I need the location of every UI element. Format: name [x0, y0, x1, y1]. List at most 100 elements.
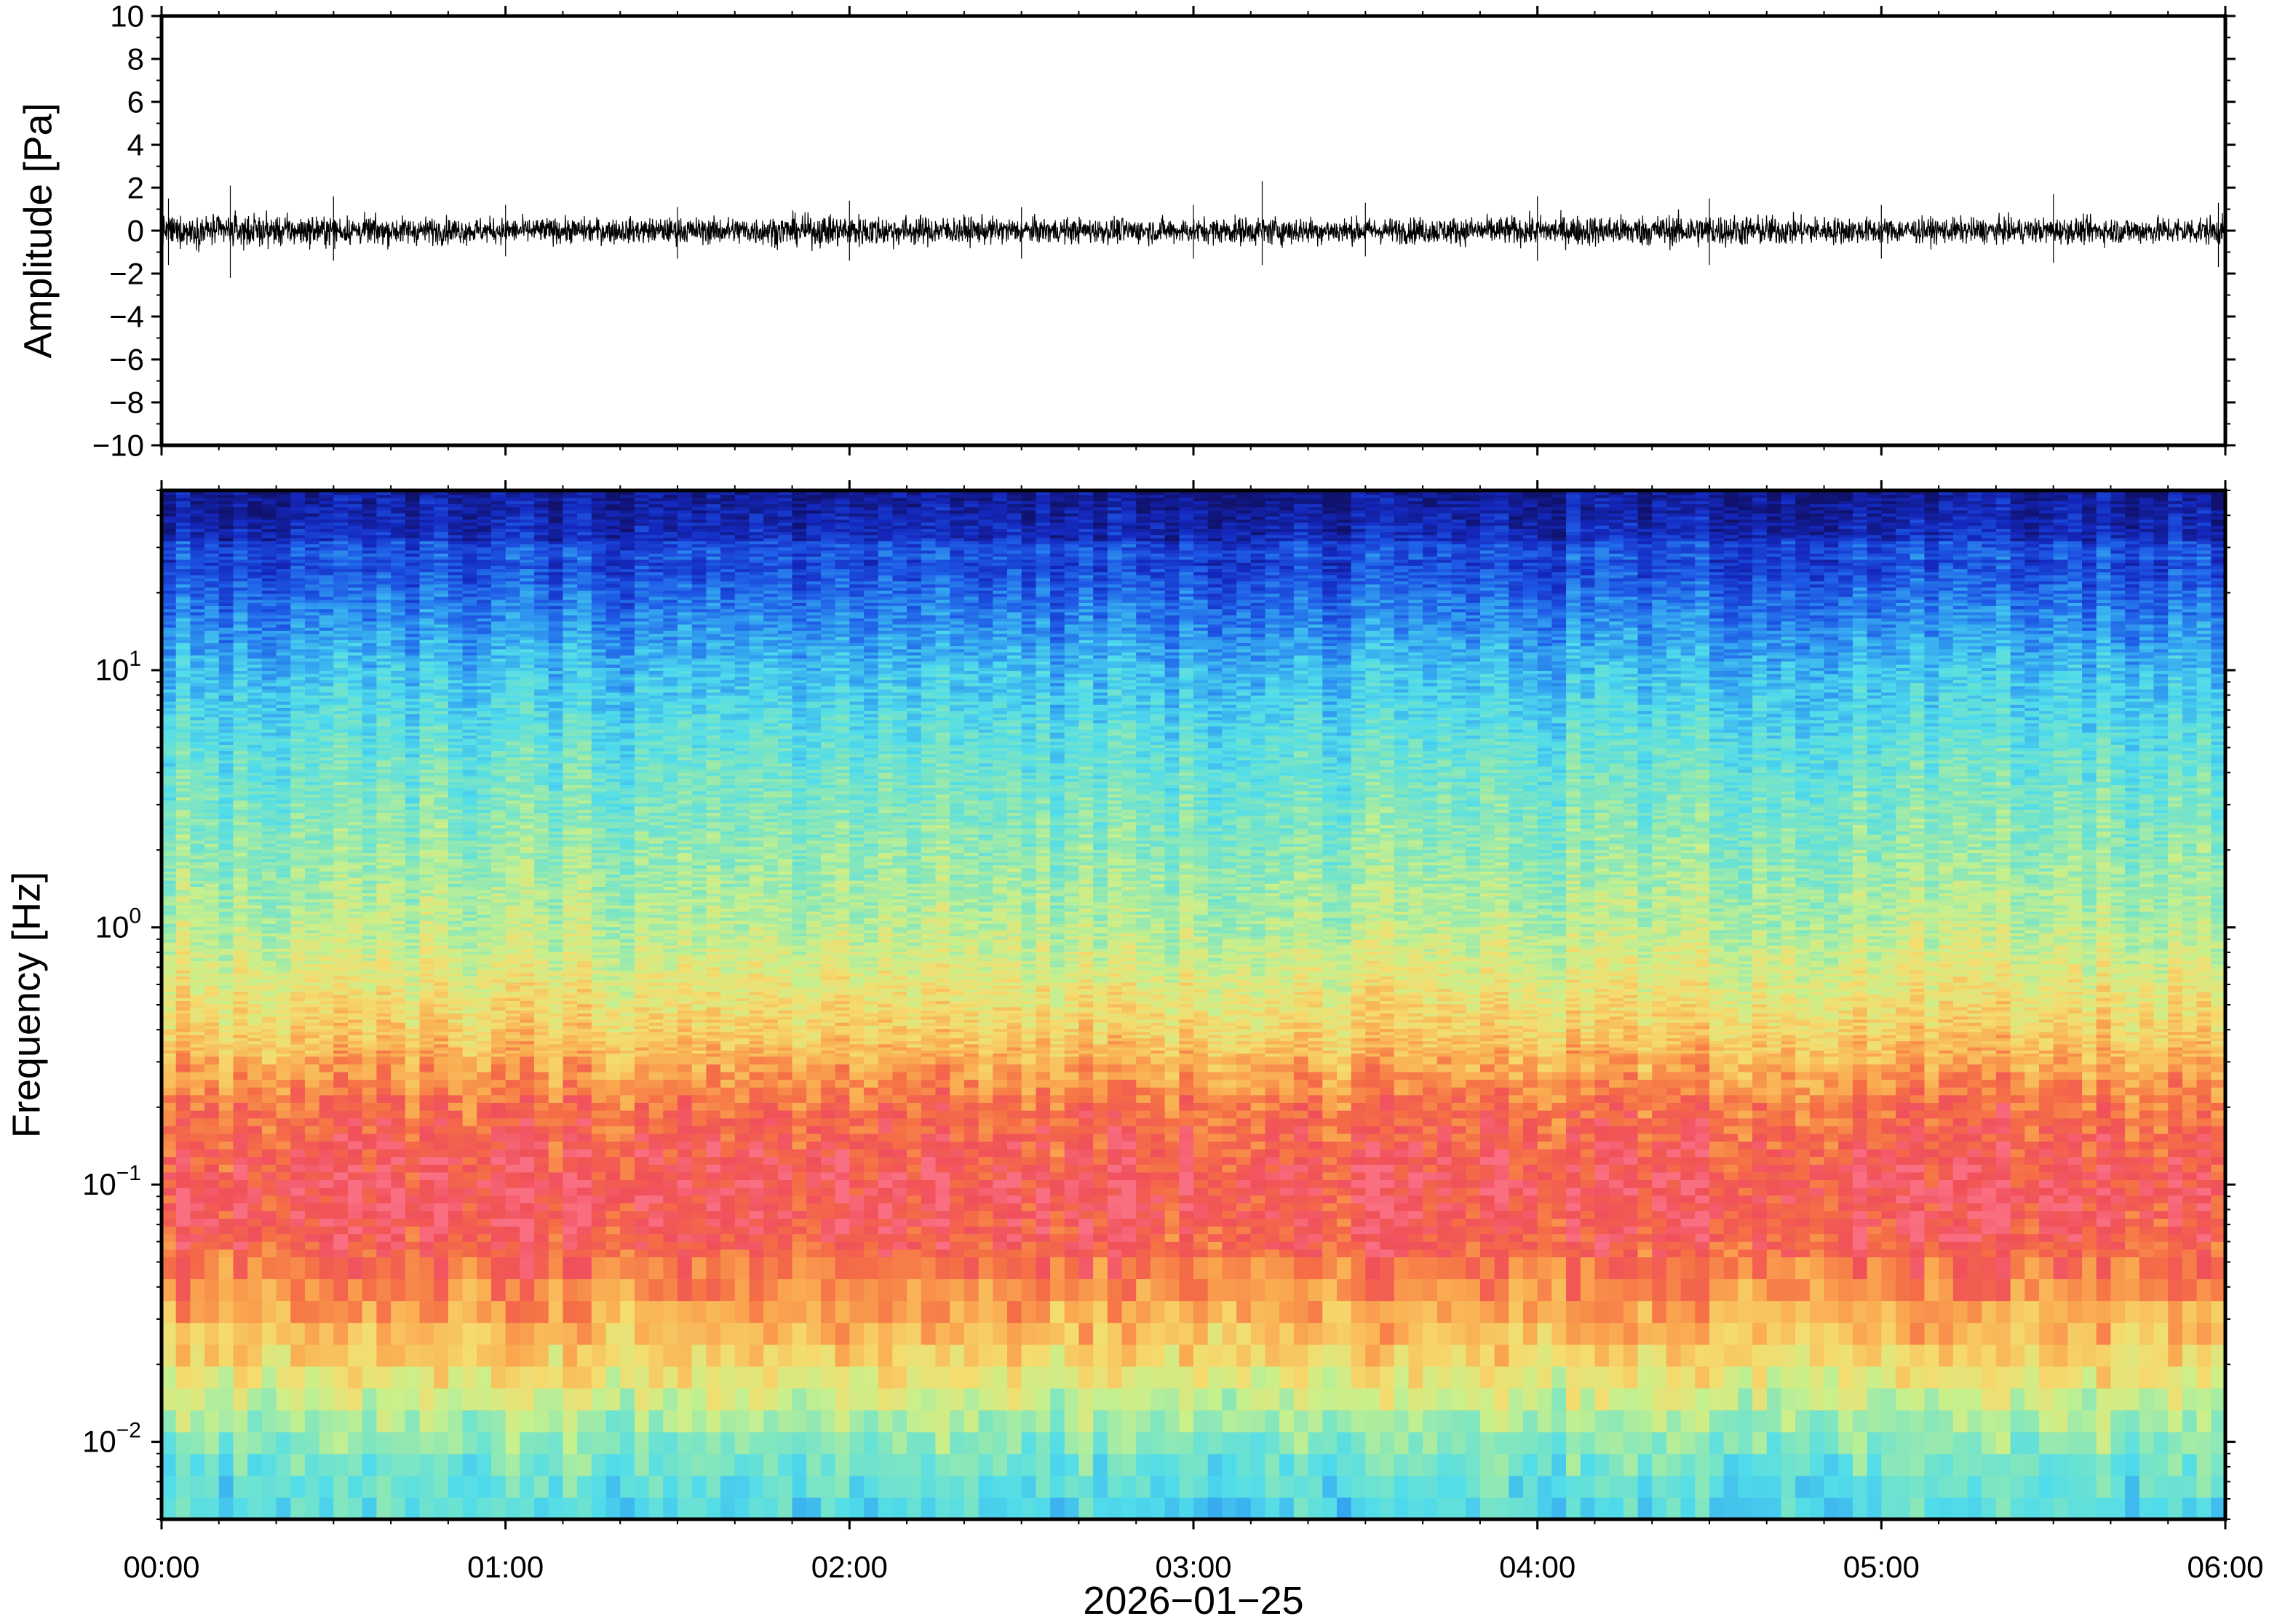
spectrogram-cell	[1308, 1432, 1323, 1454]
spectrogram-cell	[1294, 1203, 1308, 1211]
spectrogram-cell	[290, 1301, 305, 1324]
spectrogram-cell	[1050, 1234, 1065, 1242]
spectrogram-cell	[1752, 1203, 1767, 1211]
spectrogram-cell	[1078, 1278, 1093, 1301]
spectrogram-cell	[1078, 1345, 1093, 1367]
spectrogram-cell	[376, 1257, 391, 1279]
spectrogram-cell	[1982, 1211, 1996, 1219]
spectrogram-cell	[162, 1179, 176, 1187]
spectrogram-cell	[1480, 1187, 1495, 1195]
spectrogram-cell	[1480, 1218, 1495, 1226]
spectrogram-cell	[1752, 1278, 1767, 1301]
spectrogram-cell	[319, 1301, 334, 1324]
spectrogram-cell	[1437, 1195, 1452, 1203]
spectrogram-cell	[692, 1476, 707, 1498]
spectrogram-cell	[2139, 1278, 2154, 1301]
spectrogram-cell	[1322, 1432, 1337, 1454]
spectrogram-cell	[878, 1323, 893, 1345]
spectrogram-cell	[1108, 1388, 1122, 1411]
spectrogram-cell	[1724, 1366, 1738, 1389]
spectrogram-cell	[1308, 1410, 1323, 1433]
spectrogram-cell	[348, 1241, 362, 1249]
spectrogram-cell	[1351, 1187, 1366, 1195]
spectrogram-cell	[1681, 1218, 1696, 1226]
spectrogram-cell	[162, 1187, 176, 1195]
spectrogram-cell	[1480, 1226, 1495, 1234]
spectrogram-cell	[1924, 1218, 1939, 1226]
spectrogram-cell	[778, 1278, 792, 1301]
spectrogram-cell	[162, 1234, 176, 1242]
spectrogram-cell	[1007, 1454, 1022, 1476]
spectrogram-cell	[1968, 1203, 1982, 1211]
spectrogram-cell	[2197, 1257, 2212, 1279]
spectrogram-cell	[520, 1179, 534, 1187]
spectrogram-cell	[1767, 1278, 1781, 1301]
spectrogram-cell	[2054, 1234, 2068, 1242]
spectrogram-cell	[1609, 1203, 1624, 1211]
spectrogram-cell	[792, 1257, 807, 1279]
spectrogram-cell	[1322, 1211, 1337, 1219]
spectrogram-cell	[1523, 1257, 1538, 1279]
spectrogram-cell	[1551, 1345, 1566, 1367]
spectrogram-cell	[2197, 1195, 2212, 1203]
spectrogram-cell	[1867, 1218, 1882, 1226]
spectrogram-cell	[2039, 1257, 2054, 1279]
spectrogram-cell	[1308, 1497, 1323, 1520]
spectrogram-cell	[1165, 1257, 1180, 1279]
spectrogram-cell	[1509, 1249, 1523, 1257]
spectrogram-cell	[204, 1388, 219, 1411]
spectrogram-cell	[1781, 1432, 1795, 1454]
spectrogram-cell	[849, 1249, 864, 1257]
spectrogram-cell	[376, 1323, 391, 1345]
spectrogram-cell	[663, 1249, 677, 1257]
spectrogram-cell	[2182, 1226, 2197, 1234]
spectrogram-cell	[1724, 1211, 1738, 1219]
spectrogram-cell	[2139, 1476, 2154, 1498]
spectrogram-cell	[1279, 1323, 1294, 1345]
spectrogram-cell	[936, 1323, 950, 1345]
spectrogram-cell	[491, 1234, 506, 1242]
spectrogram-cell	[763, 1211, 778, 1219]
spectrogram-cell	[1724, 1323, 1738, 1345]
spectrogram-cell	[1179, 1410, 1193, 1433]
spectrogram-cell	[463, 1476, 477, 1498]
spectrogram-cell	[1810, 1388, 1824, 1411]
spectrogram-cell	[2154, 1366, 2169, 1389]
spectrogram-cell	[1910, 1218, 1925, 1226]
spectrogram-cell	[620, 1432, 635, 1454]
spectrogram-cell	[778, 1432, 792, 1454]
spectrogram-cell	[1022, 1218, 1036, 1226]
spectrogram-cell	[247, 1278, 262, 1301]
spectrogram-cell	[391, 1241, 405, 1249]
spectrogram-cell	[964, 1241, 979, 1249]
spectrogram-cell	[1523, 1278, 1538, 1301]
spectrogram-cell	[190, 1497, 204, 1520]
spectrogram-cell	[2197, 1211, 2212, 1219]
spectrogram-cell	[520, 1218, 534, 1226]
spectrogram-cell	[2039, 1366, 2054, 1389]
spectrogram-cell	[1867, 1476, 1882, 1498]
spectrogram-cell	[635, 1203, 649, 1211]
spectrogram-cell	[1924, 1257, 1939, 1279]
spectrogram-cell	[1466, 1388, 1480, 1411]
spectrogram-cell	[1824, 1195, 1839, 1203]
spectrogram-cell	[506, 1234, 520, 1242]
spectrogram-cell	[1423, 1410, 1437, 1433]
spectrogram-cell	[520, 1345, 534, 1367]
spectrogram-cell	[448, 1454, 463, 1476]
spectrogram-cell	[506, 1249, 520, 1257]
spectrogram-cell	[1824, 1366, 1839, 1389]
spectrogram-cell	[849, 1366, 864, 1389]
spectrogram-cell	[1666, 1234, 1681, 1242]
spectrogram-cell	[1609, 1278, 1624, 1301]
spectrogram-cell	[1466, 1454, 1480, 1476]
spectrogram-cell	[964, 1249, 979, 1257]
spectrogram-cell	[1193, 1432, 1208, 1454]
spectrogram-cell	[720, 1366, 735, 1389]
spectrogram-cell	[635, 1234, 649, 1242]
spectrogram-cell	[2097, 1203, 2111, 1211]
spectrogram-cell	[1551, 1257, 1566, 1279]
spectrogram-cell	[763, 1226, 778, 1234]
spectrogram-cell	[835, 1211, 850, 1219]
spectrogram-cell	[1695, 1249, 1709, 1257]
